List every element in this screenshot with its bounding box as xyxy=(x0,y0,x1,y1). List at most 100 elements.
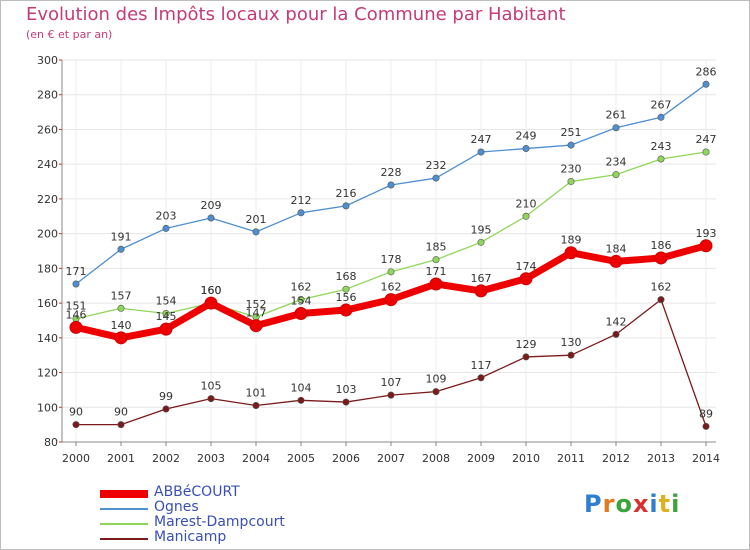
data-point-marest-dampcourt xyxy=(432,256,440,264)
data-label-ognes: 191 xyxy=(111,230,132,243)
x-tick-label: 2011 xyxy=(557,452,585,465)
data-label-marest-dampcourt: 185 xyxy=(426,241,447,254)
data-label-manicamp: 142 xyxy=(606,315,627,328)
proxiti-logo: Proxiti xyxy=(584,490,681,518)
data-label-manicamp: 90 xyxy=(69,406,83,419)
data-point-manicamp xyxy=(522,353,530,361)
data-point-abb-court xyxy=(474,284,488,298)
data-label-marest-dampcourt: 157 xyxy=(111,289,132,302)
data-point-marest-dampcourt xyxy=(612,171,620,179)
data-point-marest-dampcourt xyxy=(657,155,665,163)
data-point-ognes xyxy=(702,80,710,88)
data-point-manicamp xyxy=(702,422,710,430)
data-point-manicamp xyxy=(72,421,80,429)
data-label-manicamp: 105 xyxy=(201,380,222,393)
data-point-abb-court xyxy=(654,251,668,265)
data-point-abb-court xyxy=(294,307,308,321)
data-label-manicamp: 117 xyxy=(471,359,492,372)
data-point-abb-court xyxy=(339,303,353,317)
data-point-manicamp xyxy=(387,391,395,399)
data-point-abb-court xyxy=(204,296,218,310)
data-point-marest-dampcourt xyxy=(342,285,350,293)
x-tick-label: 2007 xyxy=(377,452,405,465)
y-tick-label: 240 xyxy=(37,158,58,171)
data-label-manicamp: 130 xyxy=(561,336,582,349)
data-point-marest-dampcourt xyxy=(117,304,125,312)
data-label-marest-dampcourt: 210 xyxy=(516,197,537,210)
data-point-ognes xyxy=(522,145,530,153)
data-point-abb-court xyxy=(564,246,578,260)
data-label-manicamp: 104 xyxy=(291,381,312,394)
data-point-marest-dampcourt xyxy=(297,296,305,304)
data-label-abb-court: 193 xyxy=(696,227,717,240)
data-point-manicamp xyxy=(477,374,485,382)
legend-swatch-marest-dampcourt xyxy=(100,523,148,525)
data-label-abb-court: 184 xyxy=(606,242,627,255)
data-point-abb-court xyxy=(699,239,713,253)
data-point-manicamp xyxy=(297,396,305,404)
data-point-abb-court xyxy=(249,319,263,333)
y-tick-label: 220 xyxy=(37,193,58,206)
legend-item-abbecourt: ABBéCOURT xyxy=(100,484,400,501)
data-label-abb-court: 189 xyxy=(561,234,582,247)
data-label-ognes: 286 xyxy=(696,65,717,78)
data-label-manicamp: 89 xyxy=(699,407,713,420)
data-label-ognes: 267 xyxy=(651,98,672,111)
data-point-ognes xyxy=(207,214,215,222)
data-label-manicamp: 162 xyxy=(651,281,672,294)
data-label-manicamp: 107 xyxy=(381,376,402,389)
x-tick-label: 2003 xyxy=(197,452,225,465)
x-tick-label: 2006 xyxy=(332,452,360,465)
data-label-ognes: 232 xyxy=(426,159,447,172)
data-point-ognes xyxy=(297,209,305,217)
data-label-ognes: 203 xyxy=(156,209,177,222)
data-point-ognes xyxy=(387,181,395,189)
data-point-marest-dampcourt xyxy=(387,268,395,276)
data-label-manicamp: 90 xyxy=(114,406,128,419)
legend-item-ognes: Ognes xyxy=(100,499,400,516)
data-label-abb-court: 171 xyxy=(426,265,447,278)
data-point-ognes xyxy=(162,224,170,232)
legend-item-manicamp: Manicamp xyxy=(100,529,400,546)
legend: ABBéCOURT Ognes Marest-Dampcourt Manicam… xyxy=(100,484,400,546)
chart-subtitle: (en € et par an) xyxy=(26,28,113,41)
data-label-marest-dampcourt: 234 xyxy=(606,156,627,169)
data-point-ognes xyxy=(477,148,485,156)
x-tick-label: 2004 xyxy=(242,452,270,465)
x-tick-label: 2000 xyxy=(62,452,90,465)
data-point-manicamp xyxy=(162,405,170,413)
data-label-ognes: 212 xyxy=(291,194,312,207)
data-label-marest-dampcourt: 154 xyxy=(156,295,177,308)
data-label-abb-court: 186 xyxy=(651,239,672,252)
y-tick-label: 140 xyxy=(37,332,58,345)
data-label-manicamp: 99 xyxy=(159,390,173,403)
data-point-ognes xyxy=(342,202,350,210)
data-label-marest-dampcourt: 168 xyxy=(336,270,357,283)
data-label-abb-court: 147 xyxy=(246,307,267,320)
y-tick-label: 100 xyxy=(37,401,58,414)
data-point-manicamp xyxy=(612,330,620,338)
data-point-abb-court xyxy=(69,320,83,334)
x-tick-label: 2014 xyxy=(692,452,720,465)
legend-swatch-abbecourt xyxy=(100,490,148,498)
data-point-abb-court xyxy=(609,254,623,268)
data-label-marest-dampcourt: 162 xyxy=(291,281,312,294)
y-tick-label: 160 xyxy=(37,297,58,310)
data-label-ognes: 171 xyxy=(66,265,87,278)
data-label-marest-dampcourt: 195 xyxy=(471,223,492,236)
data-label-abb-court: 174 xyxy=(516,260,537,273)
data-label-ognes: 247 xyxy=(471,133,492,146)
data-point-marest-dampcourt xyxy=(567,178,575,186)
data-label-manicamp: 109 xyxy=(426,373,447,386)
data-label-manicamp: 129 xyxy=(516,338,537,351)
data-label-manicamp: 101 xyxy=(246,387,267,400)
x-tick-label: 2013 xyxy=(647,452,675,465)
data-label-abb-court: 156 xyxy=(336,291,357,304)
y-tick-label: 200 xyxy=(37,228,58,241)
data-label-ognes: 201 xyxy=(246,213,267,226)
x-tick-label: 2010 xyxy=(512,452,540,465)
data-label-ognes: 228 xyxy=(381,166,402,179)
data-point-ognes xyxy=(657,113,665,121)
data-label-manicamp: 103 xyxy=(336,383,357,396)
